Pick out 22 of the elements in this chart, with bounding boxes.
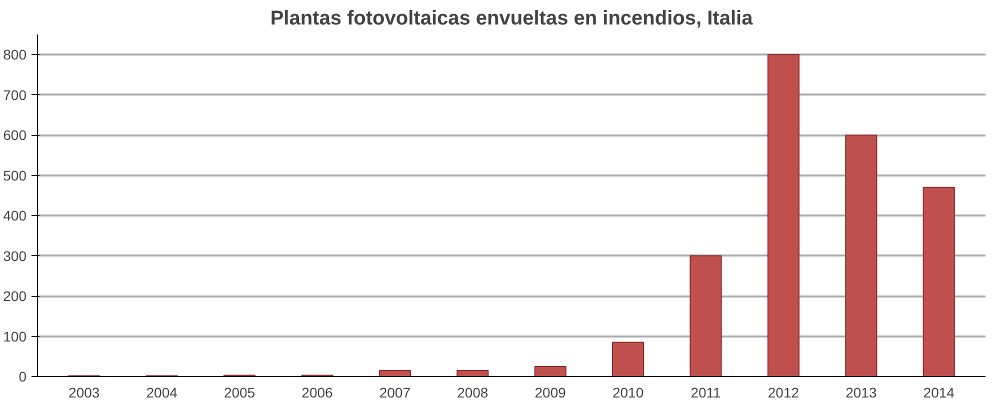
x-tick-label: 2013 bbox=[846, 384, 877, 400]
x-tick-label: 2003 bbox=[68, 384, 100, 400]
x-tick-label: 2014 bbox=[923, 384, 955, 400]
x-tick-label: 2004 bbox=[146, 384, 178, 400]
x-tick-label: 2005 bbox=[224, 384, 256, 400]
x-tick-label: 2009 bbox=[534, 384, 566, 400]
y-tick-label: 300 bbox=[3, 248, 27, 264]
x-tick-label: 2007 bbox=[379, 384, 411, 400]
chart-title: Plantas fotovoltaicas envueltas en incendios, Italia bbox=[270, 8, 754, 30]
y-tick-label: 0 bbox=[18, 368, 27, 384]
y-tick-label: 400 bbox=[3, 208, 27, 224]
y-tick-label: 600 bbox=[3, 127, 27, 144]
x-tick-label: 2012 bbox=[768, 384, 800, 400]
x-tick-label: 2006 bbox=[302, 384, 334, 400]
x-tick-label: 2008 bbox=[457, 384, 488, 400]
y-tick-label: 800 bbox=[3, 46, 27, 63]
x-tick-label: 2011 bbox=[690, 384, 722, 400]
x-tick-label: 2010 bbox=[612, 384, 644, 400]
y-tick-label: 100 bbox=[3, 328, 27, 344]
y-tick-label: 700 bbox=[3, 86, 27, 103]
y-tick-label: 200 bbox=[3, 288, 27, 304]
y-tick-label: 500 bbox=[3, 167, 27, 184]
